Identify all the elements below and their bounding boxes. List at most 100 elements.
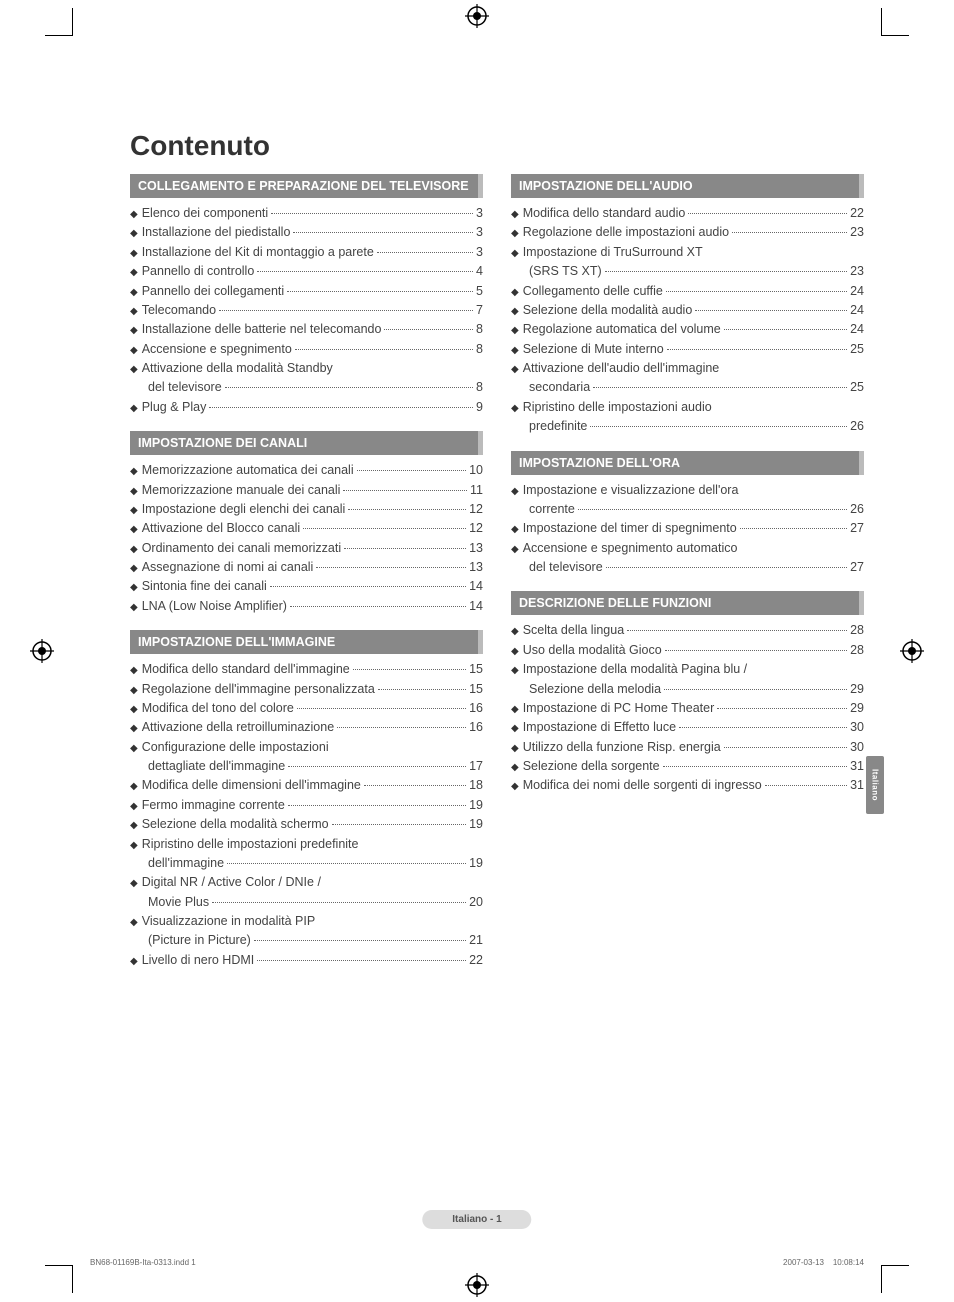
toc-item-continuation: corrente26 (511, 500, 864, 519)
toc-item-label: Impostazione di TruSurround XT (523, 243, 703, 262)
toc-item-page: 23 (850, 223, 864, 242)
toc-item-continuation: secondaria25 (511, 378, 864, 397)
diamond-bullet-icon: ◆ (511, 542, 519, 558)
diamond-bullet-icon: ◆ (511, 702, 519, 718)
diamond-bullet-icon: ◆ (511, 285, 519, 301)
toc-item-label: Collegamento delle cuffie (523, 282, 663, 301)
toc-item: ◆Pannello di controllo4 (130, 262, 483, 281)
diamond-bullet-icon: ◆ (130, 741, 138, 757)
registration-mark-icon (465, 1273, 489, 1297)
diamond-bullet-icon: ◆ (511, 304, 519, 320)
diamond-bullet-icon: ◆ (511, 484, 519, 500)
toc-item-label: Ordinamento dei canali memorizzati (142, 539, 341, 558)
toc-leader-dots (303, 528, 466, 529)
registration-mark-icon (465, 4, 489, 28)
diamond-bullet-icon: ◆ (130, 304, 138, 320)
diamond-bullet-icon: ◆ (130, 401, 138, 417)
toc-item-page: 31 (850, 776, 864, 795)
toc-item-page: 28 (850, 641, 864, 660)
toc-item-page: 16 (469, 699, 483, 718)
toc-item: ◆Accensione e spegnimento automatico (511, 539, 864, 558)
diamond-bullet-icon: ◆ (511, 760, 519, 776)
toc-item-continuation: (Picture in Picture)21 (130, 931, 483, 950)
diamond-bullet-icon: ◆ (511, 226, 519, 242)
toc-section-header: IMPOSTAZIONE DELL'ORA (511, 451, 864, 475)
toc-item-page: 8 (476, 320, 483, 339)
toc-leader-dots (287, 291, 473, 292)
toc-item-page: 14 (469, 597, 483, 616)
toc-item-label: Modifica dello standard dell'immagine (142, 660, 350, 679)
toc-leader-dots (377, 252, 473, 253)
diamond-bullet-icon: ◆ (511, 362, 519, 378)
toc-item-label: Selezione della modalità schermo (142, 815, 329, 834)
toc-item-page: 27 (850, 519, 864, 538)
toc-item-label: Impostazione del timer di spegnimento (523, 519, 737, 538)
toc-item: ◆Livello di nero HDMI22 (130, 951, 483, 970)
toc-item-label: Sintonia fine dei canali (142, 577, 267, 596)
toc-item-label: Attivazione della modalità Standby (142, 359, 333, 378)
toc-item-page: 9 (476, 398, 483, 417)
toc-item: ◆Telecomando7 (130, 301, 483, 320)
diamond-bullet-icon: ◆ (130, 818, 138, 834)
toc-item-page: 26 (850, 500, 864, 519)
toc-leader-dots (332, 824, 466, 825)
toc-item-label: del televisore (529, 558, 603, 577)
toc-item: ◆Utilizzo della funzione Risp. energia30 (511, 738, 864, 757)
toc-leader-dots (290, 606, 466, 607)
toc-leader-dots (257, 960, 466, 961)
diamond-bullet-icon: ◆ (130, 503, 138, 519)
toc-item-continuation: Movie Plus20 (130, 893, 483, 912)
toc-leader-dots (765, 785, 847, 786)
toc-item-label: Pannello dei collegamenti (142, 282, 284, 301)
toc-item: ◆Selezione di Mute interno25 (511, 340, 864, 359)
toc-leader-dots (353, 669, 466, 670)
toc-item: ◆Impostazione della modalità Pagina blu … (511, 660, 864, 679)
toc-item-page: 13 (469, 558, 483, 577)
toc-item: ◆Memorizzazione manuale dei canali11 (130, 481, 483, 500)
toc-item: ◆Modifica dello standard dell'immagine15 (130, 660, 483, 679)
toc-item-label: Ripristino delle impostazioni audio (523, 398, 712, 417)
diamond-bullet-icon: ◆ (130, 915, 138, 931)
toc-item: ◆Ripristino delle impostazioni predefini… (130, 835, 483, 854)
toc-item-label: Accensione e spegnimento automatico (523, 539, 738, 558)
toc-item: ◆Installazione del piedistallo3 (130, 223, 483, 242)
toc-item-page: 22 (850, 204, 864, 223)
toc-item-label: Telecomando (142, 301, 216, 320)
toc-item-label: Impostazione degli elenchi dei canali (142, 500, 346, 519)
toc-item: ◆Impostazione del timer di spegnimento27 (511, 519, 864, 538)
toc-leader-dots (688, 213, 847, 214)
diamond-bullet-icon: ◆ (130, 779, 138, 795)
toc-item-label: Regolazione automatica del volume (523, 320, 721, 339)
toc-item-label: Impostazione di Effetto luce (523, 718, 676, 737)
toc-item: ◆Accensione e spegnimento8 (130, 340, 483, 359)
toc-item-label: Movie Plus (148, 893, 209, 912)
diamond-bullet-icon: ◆ (130, 343, 138, 359)
toc-item-page: 4 (476, 262, 483, 281)
toc-item-page: 11 (470, 481, 483, 500)
toc-item-continuation: del televisore27 (511, 558, 864, 577)
toc-item: ◆Impostazione di PC Home Theater29 (511, 699, 864, 718)
toc-leader-dots (254, 940, 466, 941)
print-footnote: BN68-01169B-Ita-0313.indd 1 2007-03-13 1… (90, 1258, 864, 1267)
toc-item-label: Digital NR / Active Color / DNIe / (142, 873, 321, 892)
toc-item: ◆Installazione delle batterie nel teleco… (130, 320, 483, 339)
toc-leader-dots (227, 863, 466, 864)
toc-item-continuation: dell'immagine19 (130, 854, 483, 873)
toc-item: ◆Assegnazione di nomi ai canali13 (130, 558, 483, 577)
toc-item: ◆Regolazione dell'immagine personalizzat… (130, 680, 483, 699)
toc-item-label: Fermo immagine corrente (142, 796, 285, 815)
toc-item: ◆Modifica del tono del colore16 (130, 699, 483, 718)
toc-item: ◆Impostazione degli elenchi dei canali12 (130, 500, 483, 519)
toc-item: ◆Modifica dello standard audio22 (511, 204, 864, 223)
toc-item-page: 25 (850, 340, 864, 359)
crop-mark-icon (881, 8, 909, 36)
toc-item-label: Ripristino delle impostazioni predefinit… (142, 835, 359, 854)
toc-item: ◆Scelta della lingua28 (511, 621, 864, 640)
toc-leader-dots (316, 567, 466, 568)
diamond-bullet-icon: ◆ (130, 362, 138, 378)
toc-item: ◆Impostazione di Effetto luce30 (511, 718, 864, 737)
toc-item-label: Modifica dello standard audio (523, 204, 686, 223)
toc-item-label: Regolazione dell'immagine personalizzata (142, 680, 375, 699)
toc-item-label: Attivazione dell'audio dell'immagine (523, 359, 720, 378)
toc-leader-dots (225, 387, 473, 388)
